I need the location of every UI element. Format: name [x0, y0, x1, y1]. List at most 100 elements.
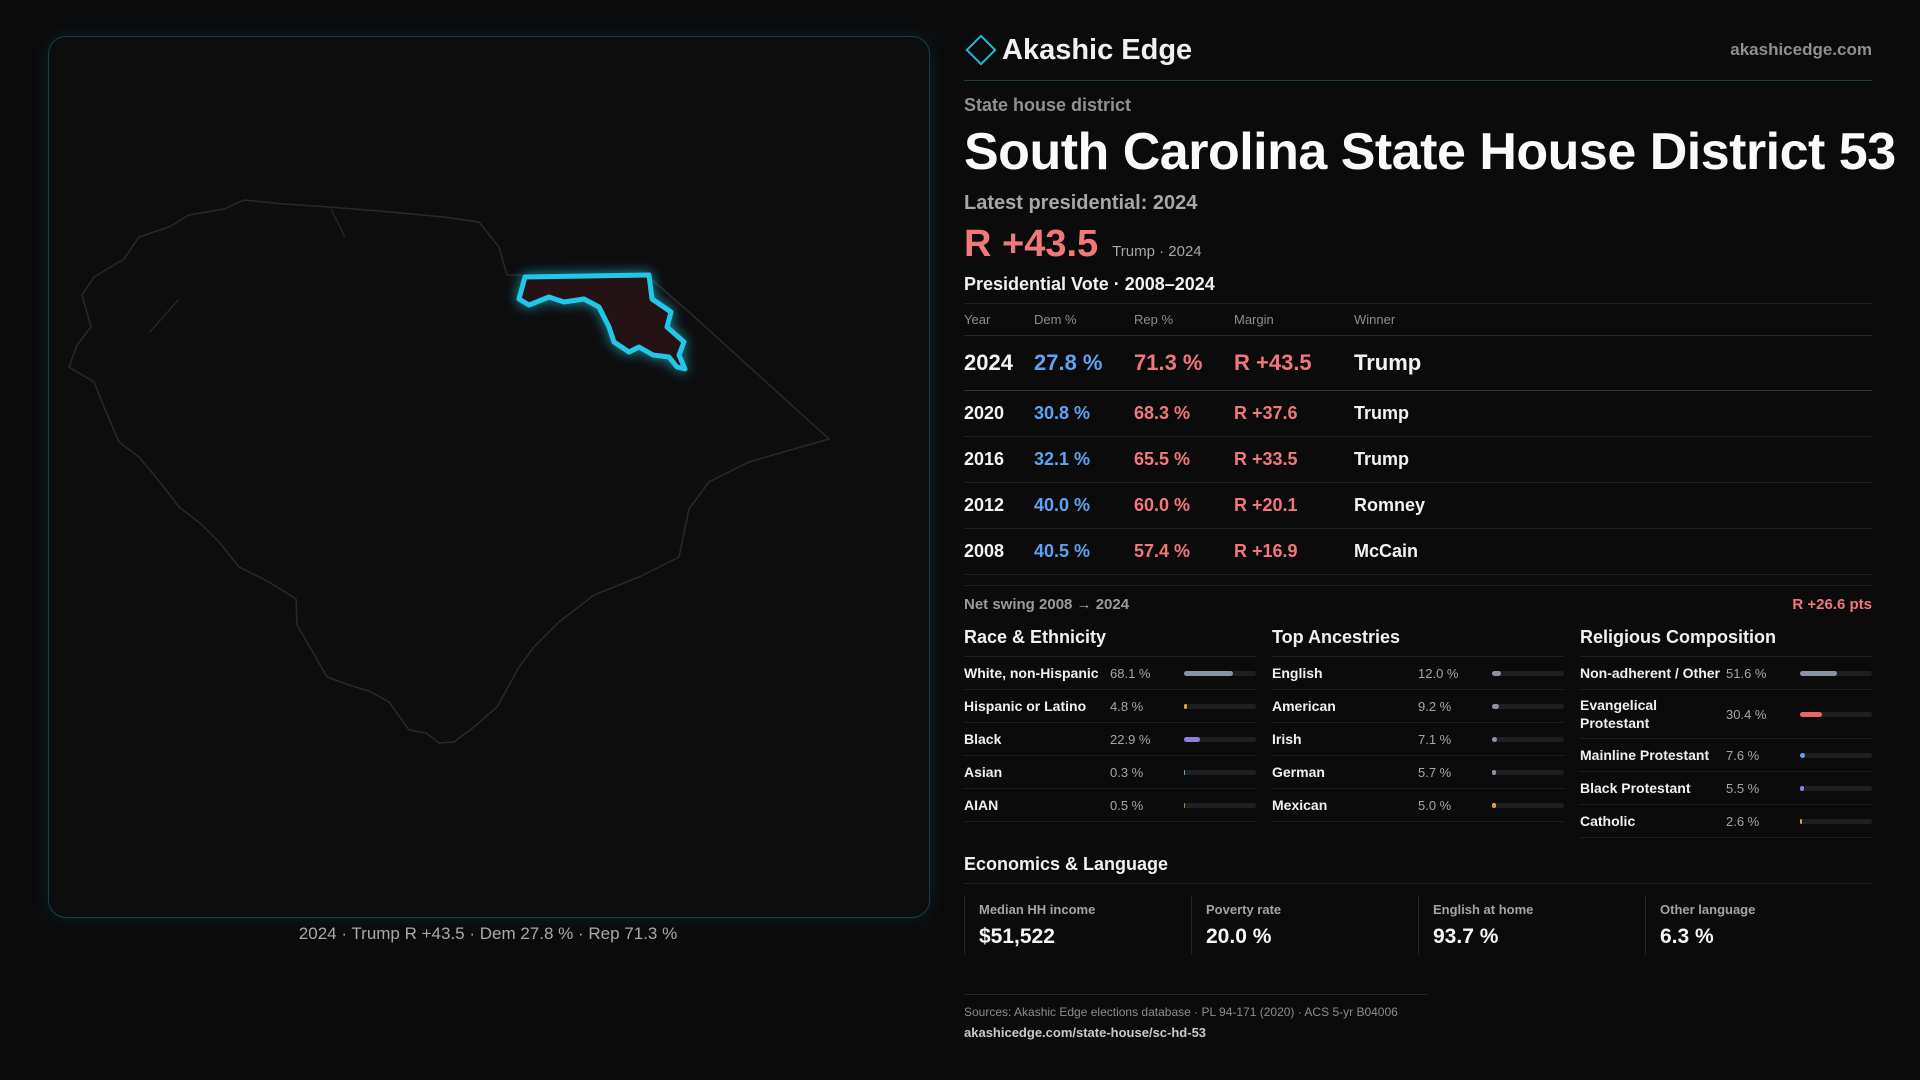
list-item: AIAN 0.5 % [964, 789, 1256, 822]
row-label: German [1272, 764, 1325, 780]
brand-url[interactable]: akashicedge.com [1730, 40, 1872, 59]
vote-margin: R +20.1 [1234, 482, 1354, 529]
row-value: 7.1 % [1418, 731, 1452, 747]
row-bar-fill [1184, 670, 1234, 676]
district-type: State house district [964, 95, 1132, 115]
row-value: 0.3 % [1110, 764, 1144, 780]
row-bar-fill [1800, 818, 1802, 824]
row-label: Hispanic or Latino [964, 698, 1087, 714]
table-header-row: Year Dem % Rep % Margin Winner [964, 304, 1872, 336]
row-label: White, non-Hispanic [964, 665, 1099, 681]
list-item: Evangelical Protestant 30.4 % [1580, 690, 1872, 739]
row-bar-fill [1800, 785, 1804, 791]
presidential-vote-table: Year Dem % Rep % Margin Winner 2024 27.8… [964, 304, 1872, 575]
vote-year: 2024 [964, 335, 1034, 391]
row-bar-track [1492, 769, 1564, 775]
row-bar-track [1800, 785, 1872, 791]
vote-winner: Trump [1354, 436, 1872, 483]
demographics: Race & Ethnicity White, non-Hispanic 68.1… [964, 627, 1872, 838]
page-url-link[interactable]: akashicedge.com/state-house/sc-hd-53 [964, 1025, 1207, 1040]
vote-rep: 68.3 % [1134, 390, 1234, 437]
vote-rep: 65.5 % [1134, 436, 1234, 483]
brand-name[interactable]: Akashic Edge [1002, 33, 1193, 66]
row-bar-fill [1184, 802, 1186, 808]
vote-rep: 60.0 % [1134, 482, 1234, 529]
race-column: Race & Ethnicity White, non-Hispanic 68.1… [964, 627, 1256, 838]
vote-margin: R +43.5 [1234, 335, 1354, 391]
stat-label: Poverty rate [1206, 902, 1282, 917]
table-row: 2012 40.0 % 60.0 % R +20.1 Romney [964, 482, 1872, 529]
row-value: 2.6 % [1726, 813, 1760, 829]
stat-label: Median HH income [979, 902, 1096, 917]
col-rep: Rep % [1134, 304, 1234, 336]
row-bar-track [1492, 670, 1564, 676]
info-panel: Akashic Edge akashicedge.com State house… [964, 30, 1896, 955]
row-bar-fill [1492, 736, 1498, 742]
district-shape[interactable] [516, 272, 688, 372]
row-label: Catholic [1580, 813, 1636, 829]
row-value: 51.6 % [1726, 665, 1767, 681]
row-bar-track [1492, 802, 1564, 808]
map-panel[interactable] [48, 36, 930, 918]
vote-rep: 71.3 % [1134, 335, 1234, 391]
table-row: 2020 30.8 % 68.3 % R +37.6 Trump [964, 390, 1872, 437]
list-item: Black 22.9 % [964, 723, 1256, 756]
row-bar-track [1184, 670, 1256, 676]
race-rows: White, non-Hispanic 68.1 % Hispanic or Lat… [964, 657, 1256, 822]
stat-value: $51,522 [979, 925, 1055, 948]
county-line [148, 298, 180, 334]
stat-english-at-home: English at home 93.7 % [1418, 896, 1645, 955]
vote-year: 2008 [964, 528, 1034, 575]
row-bar-track [1492, 703, 1564, 709]
col-dem: Dem % [1034, 304, 1134, 336]
row-value: 5.5 % [1726, 780, 1760, 796]
row-value: 22.9 % [1110, 731, 1151, 747]
sources: Sources: Akashic Edge elections database… [964, 1005, 1398, 1019]
row-label: Mainline Protestant [1580, 747, 1710, 763]
row-label: Evangelical Protestant [1580, 697, 1658, 731]
row-label: AIAN [964, 797, 999, 813]
vote-margin: R +37.6 [1234, 390, 1354, 437]
vote-dem: 30.8 % [1034, 390, 1134, 437]
row-value: 7.6 % [1726, 747, 1760, 763]
row-bar-track [1800, 818, 1872, 824]
footer: Sources: Akashic Edge elections database… [964, 994, 1428, 1040]
vote-dem: 32.1 % [1034, 436, 1134, 483]
row-label: English [1272, 665, 1323, 681]
brand-header: Akashic Edge akashicedge.com [964, 30, 1872, 81]
latest-presidential-label: Latest presidential: 2024 [964, 192, 1198, 214]
vote-rep: 57.4 % [1134, 528, 1234, 575]
row-bar-fill [1492, 703, 1499, 709]
religion-rows: Non-adherent / Other 51.6 % Evangelical Pr… [1580, 657, 1872, 838]
row-value: 12.0 % [1418, 665, 1459, 681]
state-map[interactable] [49, 37, 929, 917]
list-item: Non-adherent / Other 51.6 % [1580, 657, 1872, 690]
row-value: 5.0 % [1418, 797, 1452, 813]
list-item: English 12.0 % [1272, 657, 1564, 690]
row-label: Irish [1272, 731, 1302, 747]
stat-value: 93.7 % [1433, 925, 1499, 948]
headline-margin-sub: Trump · 2024 [1112, 243, 1202, 260]
vote-year: 2012 [964, 482, 1034, 529]
row-bar-fill [1184, 736, 1201, 742]
headline-margin: R +43.5 [964, 223, 1099, 265]
row-bar-track [1800, 670, 1872, 676]
stat-value: 20.0 % [1206, 925, 1272, 948]
row-bar-fill [1492, 670, 1501, 676]
row-bar-fill [1492, 769, 1497, 775]
presidential-vote-title: Presidential Vote · 2008–2024 [964, 274, 1872, 304]
vote-year: 2020 [964, 390, 1034, 437]
list-item: Black Protestant 5.5 % [1580, 772, 1872, 805]
row-bar-fill [1800, 670, 1838, 676]
economics-stats: Median HH income $51,522 Poverty rate 20… [964, 896, 1872, 955]
row-bar-track [1184, 736, 1256, 742]
stat-other-language: Other language 6.3 % [1645, 896, 1872, 955]
row-label: Asian [964, 764, 1003, 780]
list-item: Irish 7.1 % [1272, 723, 1564, 756]
list-item: Mexican 5.0 % [1272, 789, 1564, 822]
row-label: Black Protestant [1580, 780, 1691, 796]
row-value: 30.4 % [1726, 706, 1767, 722]
religion-column: Religious Composition Non-adherent / Oth… [1580, 627, 1872, 838]
row-label: Black [964, 731, 1002, 747]
headline-margin-row: R +43.5 Trump · 2024 [964, 223, 1872, 266]
